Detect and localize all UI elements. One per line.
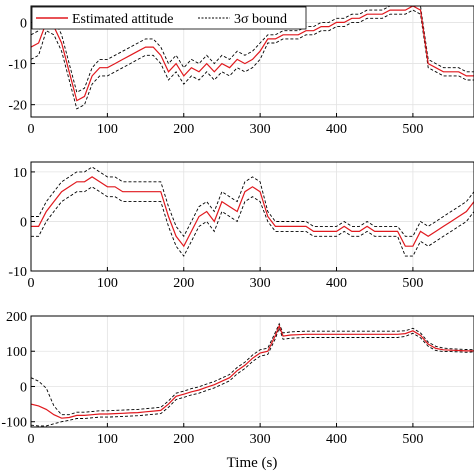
series-3sigma-upper [31,166,474,238]
series-3sigma-lower [31,186,474,257]
axes-box [30,315,474,428]
x-tick-label: 400 [326,122,347,137]
legend-box [31,6,307,30]
y-tick-label: -10 [8,265,27,280]
axes-box [30,161,474,272]
x-tick-label: 0 [28,432,35,447]
legend: Estimated attitude 3σ bound [31,6,307,30]
panel-1: 0 100 200 300 400 500 -20 -10 0 [8,5,474,137]
x-tick-label: 0 [28,276,35,291]
series-estimated-attitude [31,176,474,248]
series-3sigma-upper [31,6,474,93]
x-tick-label: 100 [97,276,118,291]
series-estimated-attitude [31,324,474,419]
legend-label-estimated: Estimated attitude [72,12,173,27]
y-tick-label: -100 [1,416,27,431]
x-tick-label: 500 [402,432,423,447]
x-tick-label: 400 [326,276,347,291]
y-tick-label: 0 [20,16,27,31]
series-3sigma-upper [31,322,474,416]
x-tick-label: 300 [250,122,271,137]
x-tick-label: 0 [28,122,35,137]
x-tick-label: 400 [326,432,347,447]
y-tick-label: 0 [20,215,27,230]
y-tick-label: 10 [13,166,27,181]
series-3sigma-lower [31,9,474,110]
x-tick-label: 500 [402,276,423,291]
series-estimated-attitude [31,6,474,102]
legend-label-3sigma: 3σ bound [234,12,287,27]
y-tick-label: -10 [8,58,27,73]
axes-box [30,5,474,118]
x-tick-label: 300 [250,276,271,291]
y-tick-label: -20 [8,99,27,114]
x-tick-label: 100 [97,432,118,447]
x-tick-label: 200 [173,432,194,447]
y-tick-label: 100 [6,345,27,360]
x-axis-label: Time (s) [227,455,278,471]
y-tick-label: 0 [20,380,27,395]
x-tick-label: 300 [250,432,271,447]
y-tick-label: 200 [6,310,27,325]
x-tick-label: 200 [173,276,194,291]
series-3sigma-lower [31,326,474,427]
x-tick-label: 500 [402,122,423,137]
x-tick-label: 200 [173,122,194,137]
x-tick-label: 100 [97,122,118,137]
